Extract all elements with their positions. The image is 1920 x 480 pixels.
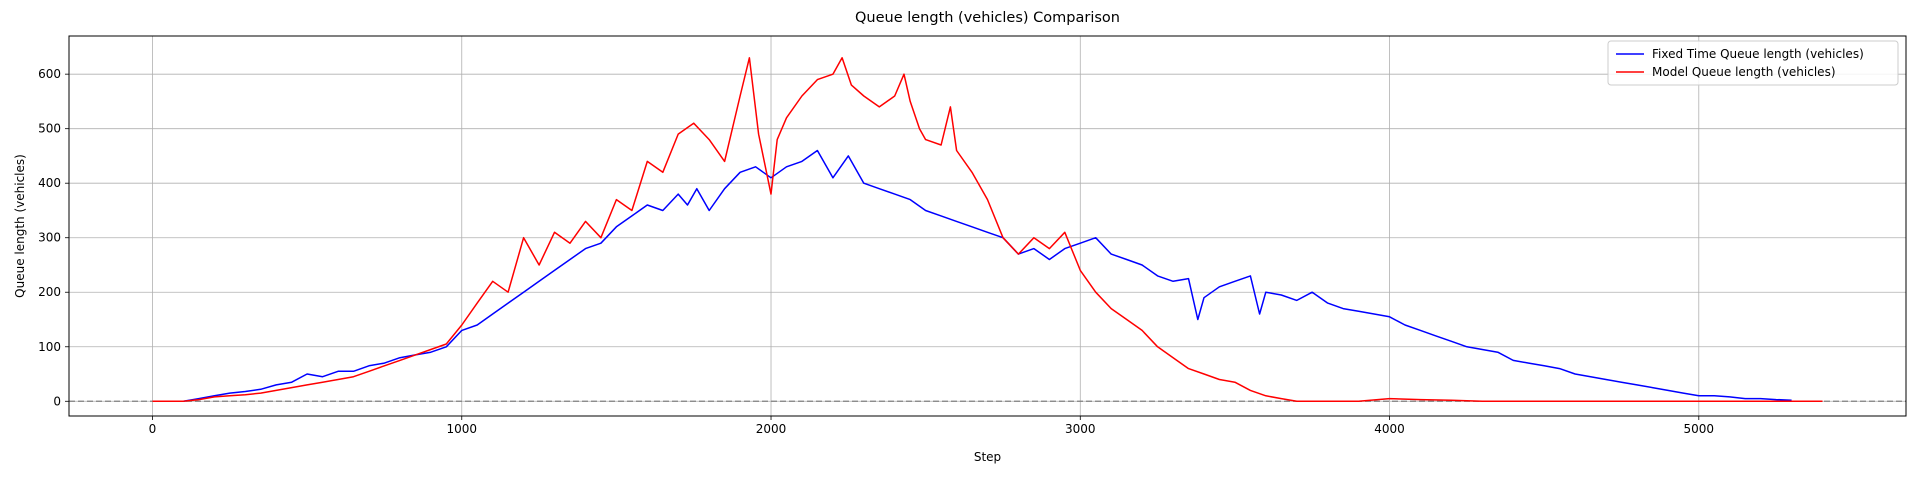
x-tick-label: 1000 [446,422,477,436]
y-tick-label: 500 [38,122,61,136]
chart-title: Queue length (vehicles) Comparison [855,10,1120,26]
y-tick-label: 200 [38,285,61,299]
series-line-0 [152,149,1792,403]
x-tick-label: 3000 [1065,422,1096,436]
x-tick-label: 0 [149,422,157,436]
gridlines [69,36,1906,416]
legend: Fixed Time Queue length (vehicles) Model … [1607,40,1899,86]
legend-label: Model Queue length (vehicles) [1652,65,1836,79]
y-tick-label: 300 [38,231,61,245]
y-tick-label: 0 [53,394,61,408]
x-axis-ticks: 0 1000 2000 3000 4000 5000 [149,416,1714,436]
y-axis-ticks: 0 100 200 300 400 500 600 [38,67,69,408]
x-tick-label: 2000 [756,422,787,436]
x-tick-label: 4000 [1374,422,1405,436]
y-tick-label: 400 [38,176,61,190]
y-axis-title: Queue length (vehicles) [13,154,27,298]
y-tick-label: 100 [38,340,61,354]
legend-box [1607,40,1899,86]
y-tick-label: 600 [38,67,61,81]
x-tick-label: 5000 [1684,422,1715,436]
x-axis-title: Step [974,450,1001,464]
legend-label: Fixed Time Queue length (vehicles) [1652,47,1864,61]
plot-frame [68,35,1907,417]
series-lines [152,57,1823,403]
series-line-1 [152,57,1823,403]
